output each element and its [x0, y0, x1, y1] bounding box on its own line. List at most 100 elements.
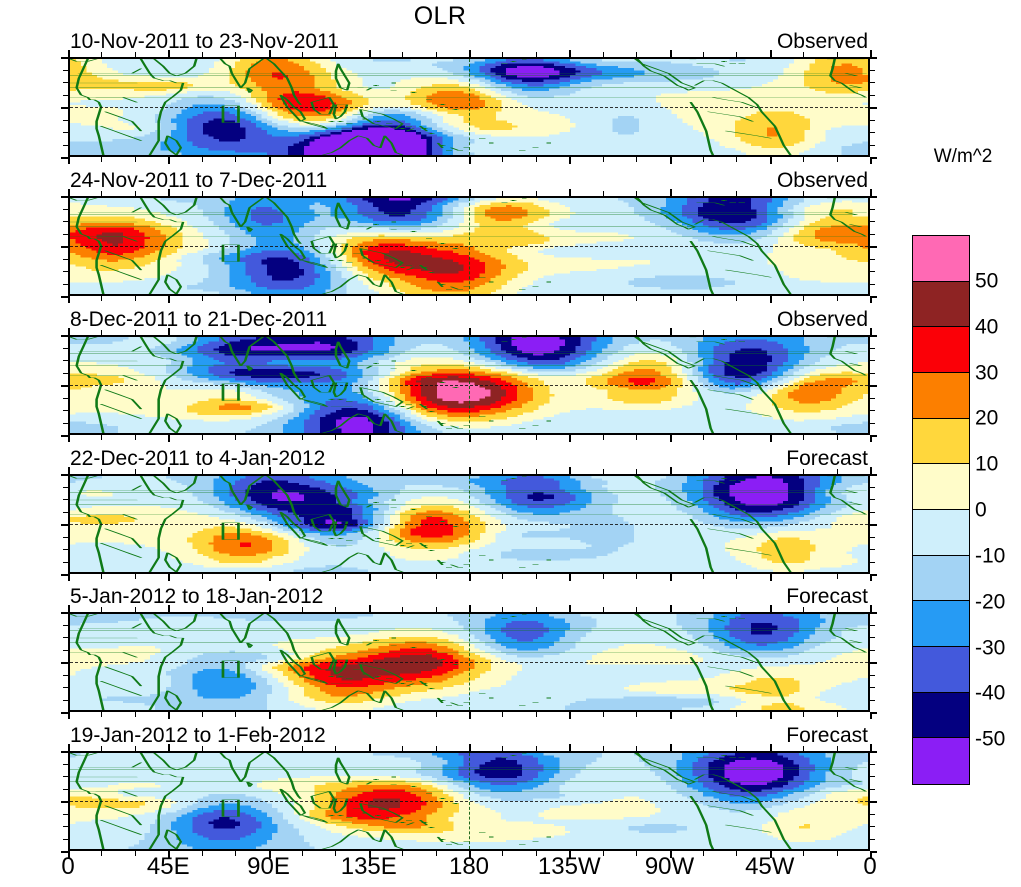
x-axis-minor-tick: [502, 191, 504, 196]
x-axis-minor-tick: [134, 330, 136, 335]
colorbar-tick-label: -50: [975, 729, 1005, 750]
x-axis-minor-tick: [435, 296, 437, 301]
x-axis-minor-tick: [535, 746, 537, 751]
x-axis-minor-tick: [301, 157, 303, 162]
x-axis-minor-tick: [535, 157, 537, 162]
x-axis-tick: [168, 712, 171, 719]
x-axis-tick: [168, 296, 171, 303]
y-axis-minor-tick: [870, 372, 875, 374]
x-axis-tick: [769, 605, 772, 612]
colorbar-band: [913, 372, 969, 419]
x-axis-minor-tick: [201, 469, 203, 474]
x-axis-minor-tick: [301, 851, 303, 856]
colorbar: [912, 235, 970, 785]
x-axis-minor-tick: [201, 157, 203, 162]
y-axis-minor-tick: [63, 813, 68, 815]
x-axis-minor-tick: [736, 52, 738, 57]
y-axis-tick: [870, 157, 877, 159]
colorbar-band: [913, 692, 969, 739]
x-axis-minor-tick: [836, 157, 838, 162]
x-axis-minor-tick: [235, 712, 237, 717]
x-axis-minor-tick: [435, 191, 437, 196]
x-axis-tick: [769, 50, 772, 57]
y-axis-minor-tick: [63, 119, 68, 121]
x-axis-minor-tick: [502, 330, 504, 335]
y-axis-minor-tick: [870, 486, 875, 488]
x-axis-minor-tick: [803, 746, 805, 751]
x-axis-tick-label: 90E: [247, 853, 290, 881]
x-axis-tick: [268, 851, 271, 858]
x-axis-minor-tick: [602, 746, 604, 751]
x-axis-minor-tick: [134, 574, 136, 579]
x-axis-minor-tick: [636, 607, 638, 612]
x-axis-tick: [669, 435, 672, 442]
x-axis-minor-tick: [502, 52, 504, 57]
y-axis-minor-tick: [870, 82, 875, 83]
x-axis-tick-label: 0: [61, 853, 74, 881]
x-axis-minor-tick: [702, 191, 704, 196]
x-axis-tick: [268, 467, 271, 474]
x-axis-minor-tick: [335, 574, 337, 579]
x-axis-tick: [469, 328, 471, 335]
y-axis-minor-tick: [870, 624, 875, 626]
panel-plot-area: [68, 57, 870, 157]
panel-kind-label: Observed: [777, 307, 868, 333]
x-axis-tick: [469, 605, 471, 612]
x-axis-minor-tick: [435, 330, 437, 335]
dateline-marker: [469, 198, 470, 294]
x-axis-tick: [469, 296, 471, 303]
y-axis-minor-tick: [870, 132, 875, 133]
y-axis-minor-tick: [870, 271, 875, 272]
x-axis-tick: [268, 744, 271, 751]
colorbar-units-label: W/m^2: [905, 146, 1021, 168]
x-axis-minor-tick: [702, 52, 704, 57]
x-axis-minor-tick: [702, 330, 704, 335]
y-axis-minor-tick: [870, 649, 875, 651]
x-axis-tick: [569, 435, 572, 442]
y-axis-minor-tick: [870, 499, 875, 500]
x-axis-minor-tick: [435, 607, 437, 612]
x-axis-minor-tick: [435, 435, 437, 440]
x-axis-minor-tick: [502, 296, 504, 301]
y-axis-tick: [61, 57, 68, 59]
panel-period-label: 10-Nov-2011 to 23-Nov-2011: [70, 29, 339, 55]
colorbar-band: [913, 555, 969, 602]
x-axis-tick: [769, 851, 772, 858]
y-axis-tick: [870, 435, 877, 437]
x-axis-minor-tick: [702, 712, 704, 717]
x-axis-tick: [68, 50, 70, 57]
x-axis-tick: [870, 157, 872, 164]
dateline-marker: [469, 337, 470, 433]
x-axis-minor-tick: [803, 157, 805, 162]
x-axis-minor-tick: [301, 469, 303, 474]
x-axis-minor-tick: [402, 157, 404, 162]
x-axis-minor-tick: [201, 330, 203, 335]
x-axis-minor-tick: [502, 851, 504, 856]
x-axis-minor-tick: [235, 191, 237, 196]
x-axis-tick: [268, 50, 271, 57]
x-axis-minor-tick: [702, 435, 704, 440]
x-axis-minor-tick: [836, 52, 838, 57]
x-axis-tick: [368, 189, 371, 196]
x-axis-tick: [569, 605, 572, 612]
panel-period-label: 22-Dec-2011 to 4-Jan-2012: [70, 446, 325, 472]
x-axis-minor-tick: [435, 712, 437, 717]
y-axis-minor-tick: [870, 221, 875, 222]
x-axis-tick: [268, 712, 271, 719]
y-axis-tick: [870, 474, 877, 476]
colorbar-tick-label: -40: [975, 683, 1005, 704]
x-axis-minor-tick: [435, 52, 437, 57]
x-axis-minor-tick: [803, 296, 805, 301]
colorbar-tick-label: 10: [975, 454, 998, 475]
y-axis-minor-tick: [870, 233, 875, 235]
x-axis-minor-tick: [335, 746, 337, 751]
panel-title: 22-Dec-2011 to 4-Jan-2012 Forecast: [68, 446, 870, 472]
x-axis-minor-tick: [636, 469, 638, 474]
x-axis-minor-tick: [134, 157, 136, 162]
y-axis-minor-tick: [870, 94, 875, 96]
x-axis-minor-tick: [502, 469, 504, 474]
y-axis-minor-tick: [870, 549, 875, 550]
y-axis-minor-tick: [870, 397, 875, 399]
x-axis-minor-tick: [201, 746, 203, 751]
x-axis-tick: [870, 605, 872, 612]
